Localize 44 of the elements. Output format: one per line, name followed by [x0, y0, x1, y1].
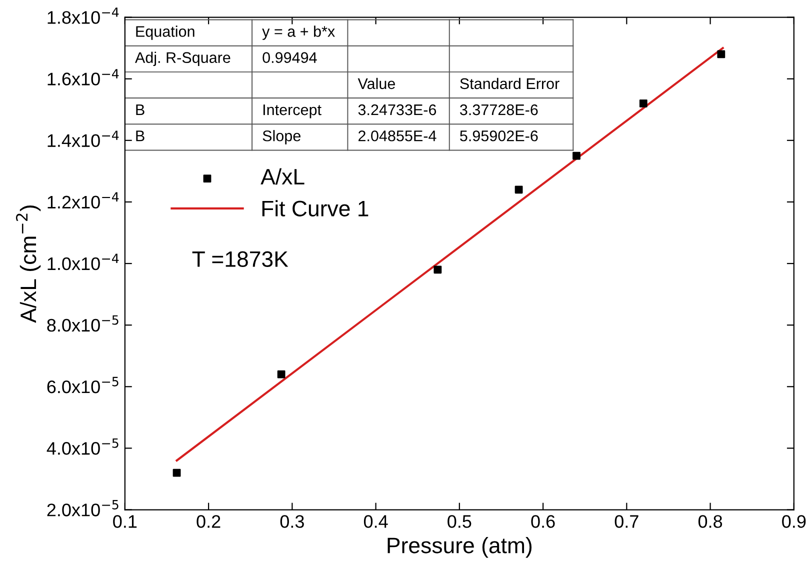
x-axis-title: Pressure (atm): [388, 537, 532, 558]
annotation: 3.24733E-6: [358, 104, 436, 116]
annotation: y = a + b*x: [262, 26, 335, 40]
y-tick-label: 1.6x10$^{−4}$: [48, 69, 119, 86]
annotation: Intercept: [263, 104, 322, 118]
y-tick-label: 1.2x10$^{−4}$: [48, 192, 119, 209]
y-tick-label: 6.0x10$^{−5}$: [47, 376, 118, 394]
x-tick-label: 0.7: [614, 515, 638, 528]
y-tick-label: 8.0x10$^{−5}$: [47, 315, 118, 332]
x-tick-label: 0.6: [531, 515, 555, 528]
y-tick-label: 2.0x10$^{−5}$: [47, 500, 118, 516]
annotation: 3.37728E-6: [460, 104, 538, 116]
legend-label: Fit Curve 1: [262, 200, 368, 216]
point: [434, 266, 442, 274]
annotation: Equation: [136, 26, 194, 40]
annotation: Standard Error: [460, 78, 560, 90]
annotation: 0.99494: [262, 52, 317, 63]
x-tick-label: 0.9: [782, 515, 806, 528]
x-tick-label: 0.4: [364, 515, 388, 528]
y-tick-label: 1.0x10$^{−4}$: [48, 254, 119, 270]
annotation: 5.95902E-6: [460, 130, 538, 142]
annotation: 2.04855E-4: [358, 130, 436, 142]
point: [572, 152, 580, 160]
annotation: Value: [358, 78, 396, 90]
point: [172, 468, 181, 477]
point: [514, 186, 523, 194]
x-tick-label: 0.2: [196, 515, 220, 528]
y-axis-title: A/xL (cm$^{−2}$): [16, 206, 41, 323]
y-tick-label: 1.4x10$^{−4}$: [48, 130, 119, 147]
annotation: Slope: [262, 130, 300, 144]
x-tick-label: 0.8: [698, 515, 722, 528]
annotation: B: [136, 130, 144, 142]
x-tick-label: 0.1: [113, 515, 137, 528]
x-tick-label: 0.3: [280, 515, 304, 528]
annotation: T =1873K: [192, 251, 288, 268]
point: [639, 100, 648, 108]
x-tick-label: 0.5: [448, 515, 472, 528]
annotation: B: [136, 104, 144, 116]
annotation: Adj. R-Square: [134, 52, 230, 66]
point: [277, 370, 286, 378]
y-tick-label: 4.0x10$^{−5}$: [46, 438, 118, 455]
y-tick-label: 1.8x10$^{−4}$: [48, 8, 119, 24]
point: [717, 50, 726, 58]
legend-label: A/xL: [260, 168, 304, 185]
